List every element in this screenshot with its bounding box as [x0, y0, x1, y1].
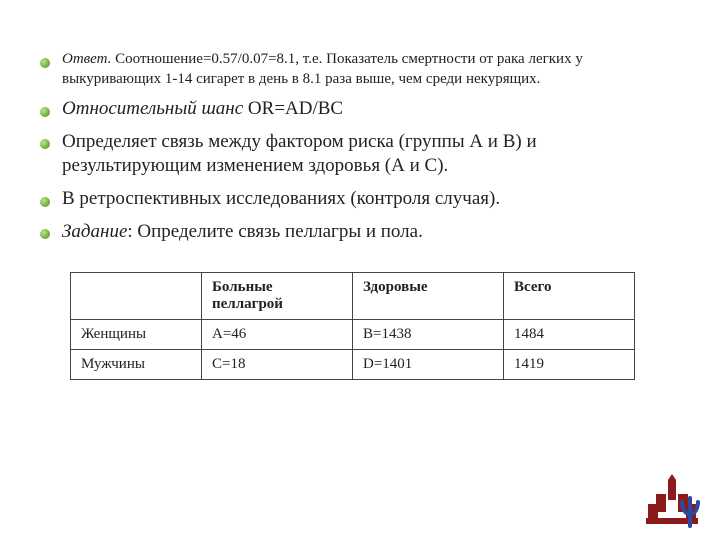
- table-row: Женщины A=46 B=1438 1484: [71, 320, 635, 350]
- bullet-rest: Определяет связь между фактором риска (г…: [62, 131, 537, 177]
- table-header: Больные пеллагрой: [202, 273, 353, 320]
- answer-text: Соотношение=0.57/0.07=8.1, т.е. Показате…: [62, 51, 583, 87]
- table-cell: C=18: [202, 350, 353, 380]
- table-cell: A=46: [202, 320, 353, 350]
- task-lead: Задание: [62, 221, 127, 242]
- table-cell: 1484: [504, 320, 635, 350]
- answer-bullet: Ответ. Соотношение=0.57/0.07=8.1, т.е. П…: [40, 50, 680, 89]
- bullet-definition: Определяет связь между фактором риска (г…: [40, 130, 680, 179]
- slide: Ответ. Соотношение=0.57/0.07=8.1, т.е. П…: [0, 0, 720, 540]
- table-cell: 1419: [504, 350, 635, 380]
- table-cell: Женщины: [71, 320, 202, 350]
- table-header-row: Больные пеллагрой Здоровые Всего: [71, 273, 635, 320]
- bullet-or-formula: Относительный шанс OR=AD/BC: [40, 97, 680, 122]
- bullet-rest: В ретроспективных исследованиях (контрол…: [62, 188, 500, 209]
- table-header: Всего: [504, 273, 635, 320]
- table-cell: D=1401: [353, 350, 504, 380]
- main-bullets: Относительный шанс OR=AD/BC Определяет с…: [40, 97, 680, 244]
- bullet-retrospective: В ретроспективных исследованиях (контрол…: [40, 187, 680, 212]
- answer-lead: Ответ.: [62, 51, 111, 67]
- table-header: Здоровые: [353, 273, 504, 320]
- bullet-italic: Относительный шанс: [62, 98, 243, 119]
- bullet-rest: : Определите связь пеллагры и пола.: [127, 221, 422, 242]
- table-cell: Мужчины: [71, 350, 202, 380]
- table-cell: B=1438: [353, 320, 504, 350]
- pellagra-table: Больные пеллагрой Здоровые Всего Женщины…: [70, 272, 635, 380]
- bullet-task: Задание: Определите связь пеллагры и пол…: [40, 220, 680, 245]
- msu-logo-icon: [642, 474, 702, 530]
- table-header: [71, 273, 202, 320]
- bullet-rest: OR=AD/BC: [243, 98, 343, 119]
- answer-block: Ответ. Соотношение=0.57/0.07=8.1, т.е. П…: [40, 50, 680, 89]
- table-row: Мужчины C=18 D=1401 1419: [71, 350, 635, 380]
